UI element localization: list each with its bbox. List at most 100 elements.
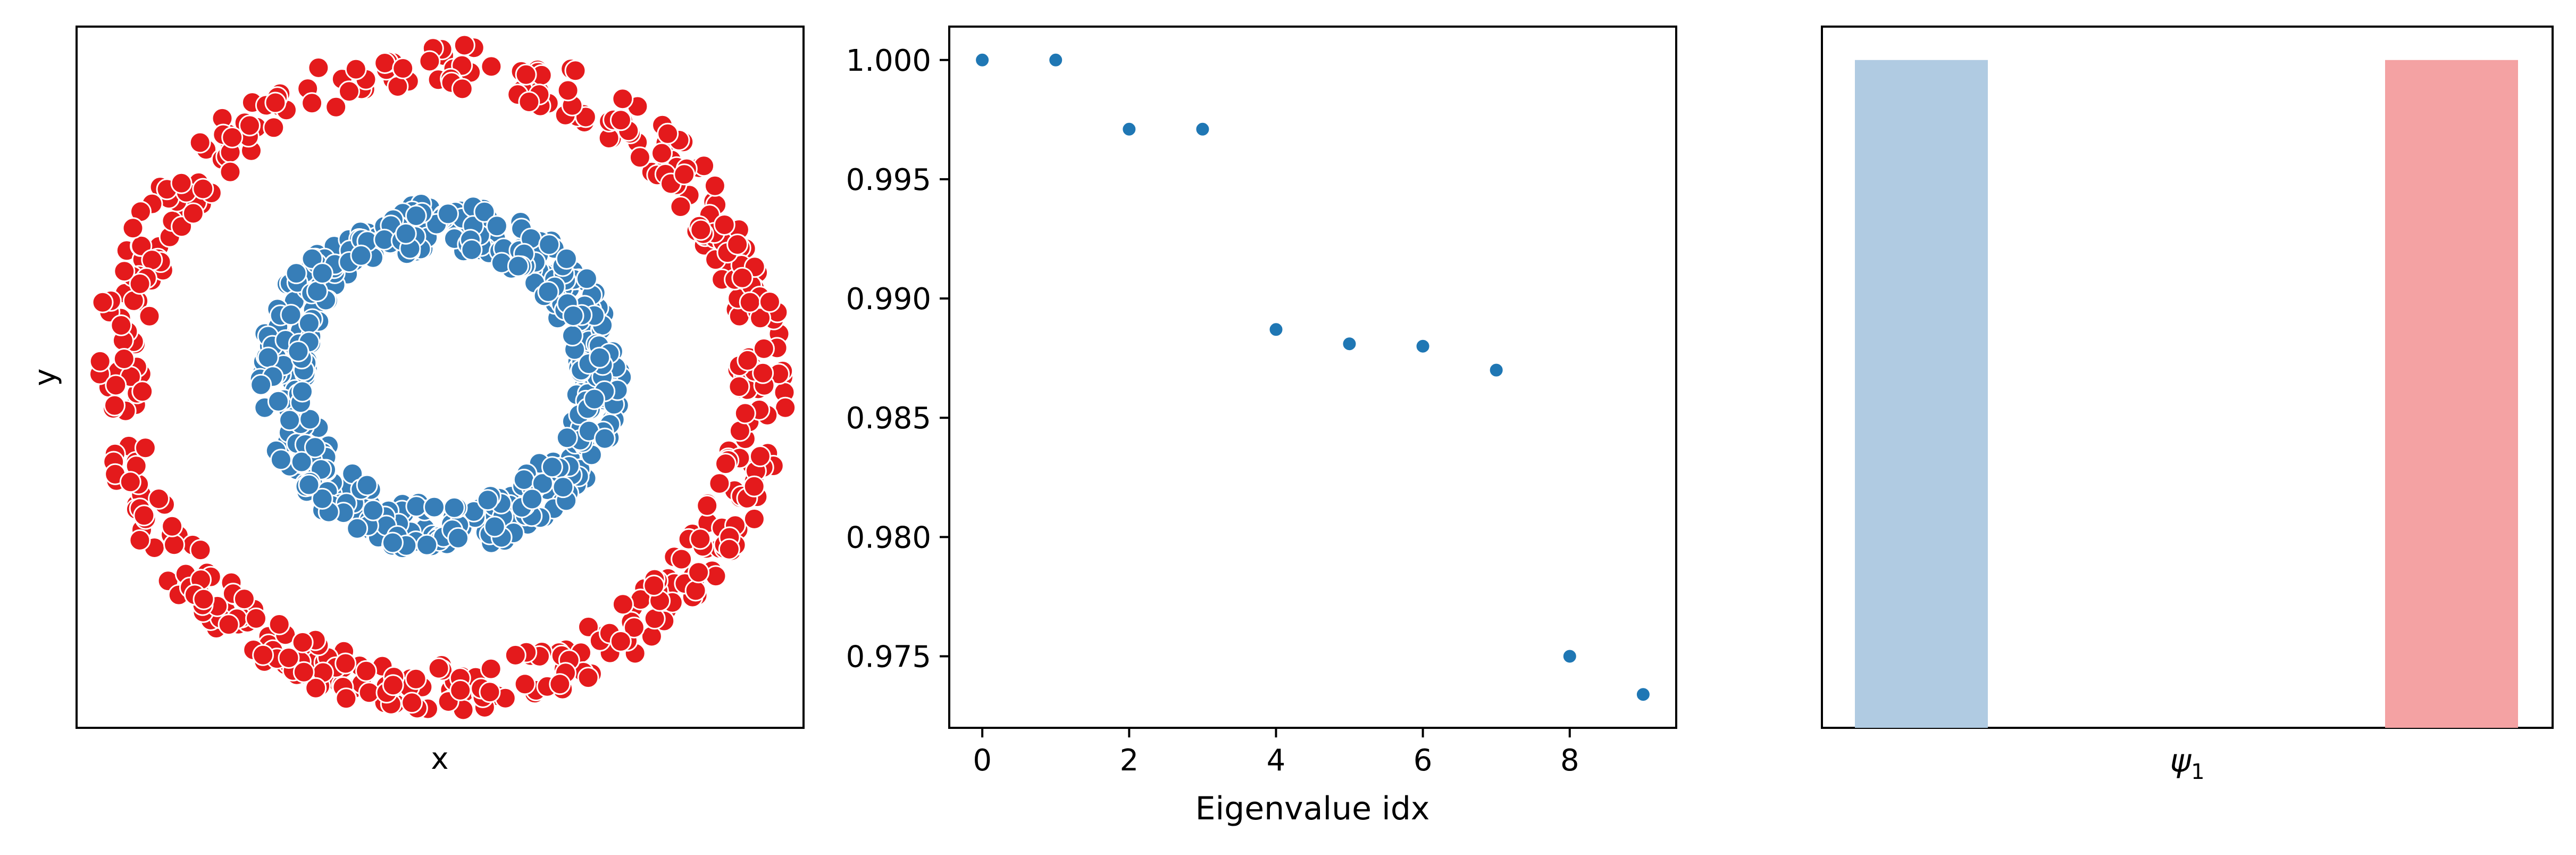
outer-ring-point [163,534,185,556]
outer-ring-point [148,488,170,510]
outer-ring-point [479,681,501,703]
outer-ring-point [504,644,526,666]
rings-y-axis-label: y [28,368,63,386]
rings-x-axis-label: x [431,742,448,776]
inner-ring-point [447,527,469,549]
inner-ring-point [589,346,611,369]
bar [1855,60,1988,728]
inner-ring-point [350,244,372,267]
outer-ring-point [193,588,215,610]
outer-ring-point [182,202,204,225]
outer-ring-point [643,575,665,597]
outer-ring-point [133,504,155,527]
outer-ring-point [291,631,314,653]
y-tick-label: 0.975 [846,640,931,675]
outer-ring-point [749,445,771,468]
inner-ring-point [575,268,598,290]
outer-ring-point [549,673,571,695]
outer-ring-point [670,196,692,218]
inner-ring-point [304,436,326,459]
outer-ring-point [419,50,441,72]
outer-ring-point [629,146,651,169]
outer-ring-point [91,291,114,313]
rings-plot-frame [76,26,805,729]
outer-ring-point [713,214,735,236]
inner-ring-point [395,222,417,245]
eigen-points [975,52,1651,702]
inner-ring-point [298,474,320,496]
inner-ring-point [285,262,307,285]
inner-ring-point [423,496,445,518]
outer-ring-point [684,579,707,602]
outer-ring-point [726,234,749,255]
inner-ring-point [291,380,313,403]
bar-x-axis-label: ψ1 [2170,742,2204,784]
outer-ring-point [252,644,274,666]
inner-ring-point [257,346,279,369]
eigenvalue-point [1195,121,1210,137]
y-tick-label: 0.985 [846,401,931,436]
outer-ring-point [264,92,287,114]
outer-ring-point [749,307,772,329]
y-tick-label: 0.995 [846,163,931,197]
outer-ring-point [141,249,163,271]
outer-ring-point [480,658,502,680]
outer-ring-point [374,52,396,74]
inner-ring-point [299,408,321,430]
outer-ring-point [480,55,503,78]
outer-ring-point [514,673,536,695]
x-tick-label: 2 [1119,743,1139,778]
outer-ring-point [718,538,740,560]
outer-ring-point [612,593,634,616]
outer-ring-point [129,529,151,551]
outer-ring-point [759,291,781,313]
outer-ring-point [696,494,718,517]
outer-ring-point [110,314,132,336]
eigenvalue-point [1488,362,1504,378]
outer-ring-point [292,661,315,683]
outer-ring-point [161,515,183,537]
eigenvalue-point [1048,52,1064,68]
inner-ring-point [476,489,499,511]
inner-ring-point [298,312,320,335]
inner-ring-point [562,325,583,347]
inner-ring-point [473,201,496,223]
outer-ring-point [189,131,211,154]
outer-ring-point [704,175,726,197]
outer-ring-point [518,91,540,113]
outer-ring-point [401,692,423,714]
outer-ring-point [335,687,357,710]
outer-ring-point [731,267,754,289]
outer-ring-point [612,88,634,110]
y-tick-label: 1.000 [846,44,931,78]
eigenvalue-point [1635,687,1651,702]
eigenvalue-point [1342,336,1357,352]
outer-ring-point [737,349,759,371]
outer-ring-point [752,362,774,384]
inner-ring-point [311,487,333,510]
outer-ring-point [739,291,761,313]
outer-ring-point [129,272,151,295]
outer-ring-point [268,613,290,635]
outer-ring-point [557,79,579,102]
eigenvalue-point [975,52,990,68]
outer-ring-point [189,539,212,561]
outer-ring-point [239,114,261,137]
x-tick-label: 4 [1267,743,1286,778]
outer-ring-point [345,58,367,80]
panel-rings-scatter: x y [28,26,805,776]
outer-ring-point [301,92,323,114]
inner-ring-point [555,247,578,270]
inner-ring-point [538,234,561,256]
inner-ring-point [531,472,554,495]
outer-ring-point [305,677,327,699]
inner-ring-point [507,255,529,277]
outer-ring-point [688,561,710,584]
inner-ring-point [593,427,616,450]
outer-ring-point [743,475,765,497]
outer-ring-point [708,472,731,495]
outer-ring-point [690,219,712,241]
inner-ring-point [311,262,333,285]
inner-ring-point [405,205,427,227]
